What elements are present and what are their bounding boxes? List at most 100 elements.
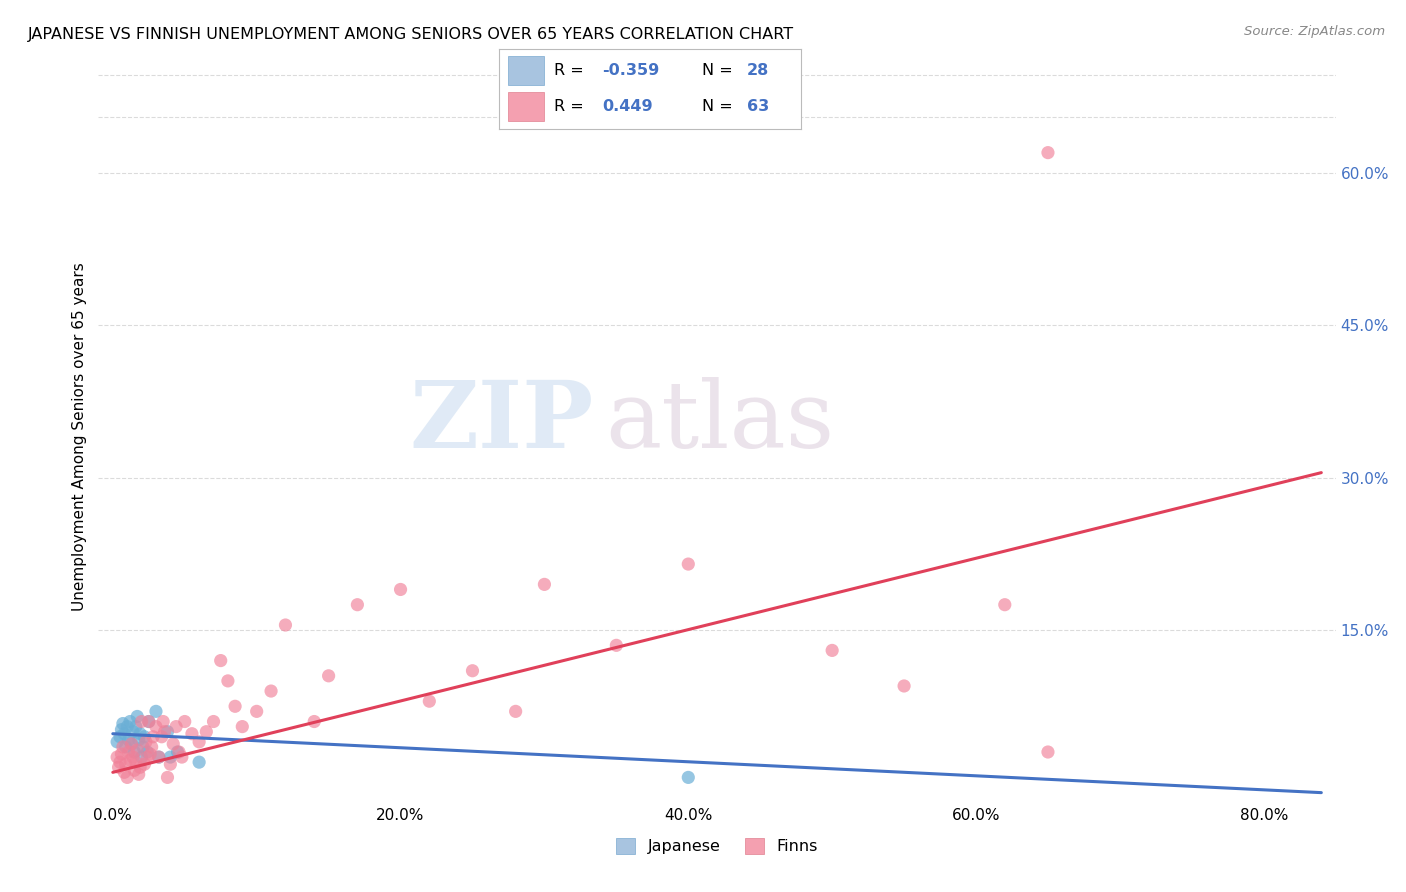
Point	[138, 714, 160, 729]
Point	[1036, 145, 1059, 160]
Point	[148, 750, 170, 764]
Point	[141, 739, 163, 754]
Point	[124, 764, 146, 778]
Text: 63: 63	[747, 99, 769, 114]
Point	[108, 730, 131, 744]
Bar	[508, 56, 544, 86]
Point	[129, 760, 152, 774]
Point	[138, 714, 160, 729]
Point	[121, 737, 143, 751]
Point	[142, 730, 165, 744]
Point	[152, 714, 174, 729]
Point	[148, 750, 170, 764]
Point	[260, 684, 283, 698]
Y-axis label: Unemployment Among Seniors over 65 years: Unemployment Among Seniors over 65 years	[72, 263, 87, 611]
Point	[150, 730, 173, 744]
Point	[132, 739, 155, 754]
Point	[139, 747, 162, 761]
Point	[124, 745, 146, 759]
Point	[136, 745, 159, 759]
Point	[209, 654, 232, 668]
Point	[125, 755, 148, 769]
Point	[108, 755, 131, 769]
Point	[346, 598, 368, 612]
Point	[461, 664, 484, 678]
Point	[135, 735, 157, 749]
Point	[170, 750, 193, 764]
Legend: Japanese, Finns: Japanese, Finns	[610, 831, 824, 861]
Point	[127, 709, 149, 723]
Point	[302, 714, 325, 729]
Point	[111, 716, 134, 731]
Point	[678, 557, 700, 571]
Text: 0.449: 0.449	[602, 99, 652, 114]
Point	[127, 743, 149, 757]
Point	[136, 750, 159, 764]
Point	[246, 705, 269, 719]
Point	[131, 714, 153, 729]
Point	[114, 757, 136, 772]
Point	[120, 753, 142, 767]
Point	[107, 760, 129, 774]
Point	[145, 705, 167, 719]
Point	[115, 720, 138, 734]
Text: 28: 28	[747, 63, 769, 78]
Point	[159, 750, 181, 764]
Point	[274, 618, 297, 632]
Point	[188, 755, 211, 769]
Point	[105, 750, 128, 764]
Point	[318, 669, 340, 683]
Point	[605, 638, 627, 652]
Point	[117, 732, 139, 747]
Point	[231, 720, 253, 734]
Text: R =: R =	[554, 99, 589, 114]
Point	[145, 720, 167, 734]
Point	[994, 598, 1017, 612]
Point	[156, 771, 179, 785]
Point	[505, 705, 527, 719]
Text: N =: N =	[702, 63, 738, 78]
Point	[1036, 745, 1059, 759]
Point	[110, 747, 132, 761]
Text: ZIP: ZIP	[409, 377, 593, 467]
Point	[188, 735, 211, 749]
Point	[166, 745, 188, 759]
Point	[134, 730, 156, 744]
Point	[111, 739, 134, 754]
Point	[202, 714, 225, 729]
Point	[389, 582, 412, 597]
Point	[129, 727, 152, 741]
Text: -0.359: -0.359	[602, 63, 659, 78]
Point	[117, 745, 139, 759]
Text: JAPANESE VS FINNISH UNEMPLOYMENT AMONG SENIORS OVER 65 YEARS CORRELATION CHART: JAPANESE VS FINNISH UNEMPLOYMENT AMONG S…	[28, 27, 794, 42]
Point	[122, 724, 145, 739]
Point	[125, 720, 148, 734]
Point	[533, 577, 555, 591]
Point	[159, 757, 181, 772]
Point	[114, 739, 136, 754]
Bar	[508, 93, 544, 121]
Point	[167, 745, 190, 759]
Point	[217, 673, 239, 688]
Text: Source: ZipAtlas.com: Source: ZipAtlas.com	[1244, 25, 1385, 38]
Point	[115, 771, 138, 785]
Point	[181, 727, 204, 741]
Point	[162, 737, 184, 751]
Point	[678, 771, 700, 785]
Point	[120, 714, 142, 729]
Point	[121, 737, 143, 751]
Point	[418, 694, 440, 708]
Point	[165, 720, 187, 734]
Point	[134, 757, 156, 772]
Point	[128, 767, 150, 781]
Point	[195, 724, 218, 739]
Point	[128, 732, 150, 747]
Point	[153, 724, 176, 739]
Point	[893, 679, 915, 693]
Point	[173, 714, 195, 729]
Point	[131, 750, 153, 764]
Text: N =: N =	[702, 99, 738, 114]
Point	[112, 727, 135, 741]
Text: atlas: atlas	[606, 377, 835, 467]
Point	[821, 643, 844, 657]
